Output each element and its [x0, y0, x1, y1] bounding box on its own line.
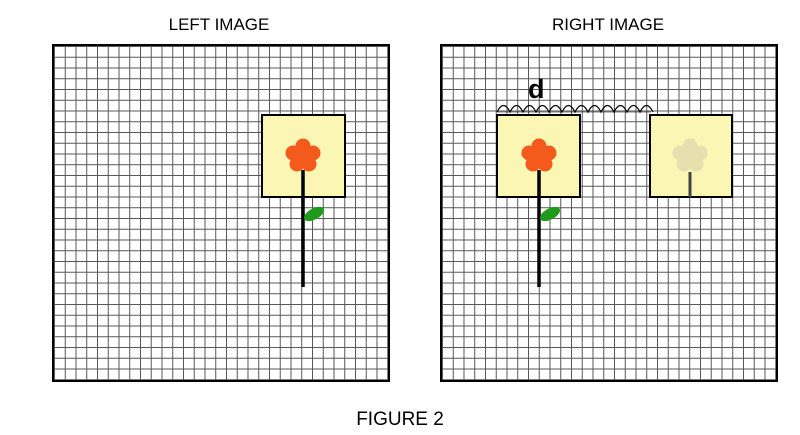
distance-label: d: [528, 74, 545, 104]
left-blossom: [285, 138, 321, 172]
ghost-flower: [649, 114, 733, 198]
right-leaf: [539, 206, 561, 222]
ghost-blossom: [672, 138, 708, 172]
left-image-title: LEFT IMAGE: [168, 15, 270, 34]
figure-caption: FIGURE 2: [356, 409, 444, 430]
right-blossom: [521, 138, 557, 172]
left-image-grid: [52, 44, 390, 382]
left-leaf: [303, 206, 325, 222]
right-flower: [496, 114, 581, 287]
distance-arc-chain: [496, 104, 654, 114]
right-image-title: RIGHT IMAGE: [551, 15, 665, 34]
left-flower: [261, 114, 346, 287]
right-image-grid: [440, 44, 778, 382]
